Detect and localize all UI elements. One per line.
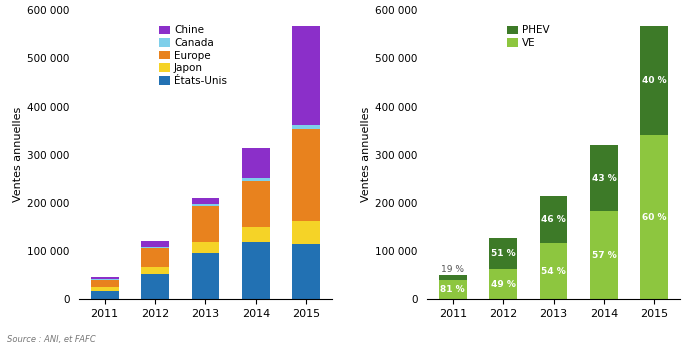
Bar (590, 212, 618, 299)
Bar (242, 181, 270, 227)
Bar (242, 148, 270, 179)
Text: 46 %: 46 % (541, 215, 566, 224)
Y-axis label: Ventes annuelles: Ventes annuelles (361, 107, 371, 202)
Text: 40 %: 40 % (642, 76, 667, 85)
Text: 54 %: 54 % (541, 267, 566, 276)
Bar (192, 252, 219, 299)
Bar (192, 198, 219, 204)
Bar (640, 26, 668, 135)
Bar (489, 269, 517, 299)
Bar (293, 244, 320, 299)
Text: 49 %: 49 % (491, 280, 515, 289)
Bar (293, 129, 320, 221)
Text: 51 %: 51 % (491, 249, 515, 258)
Text: 43 %: 43 % (591, 174, 616, 183)
Bar (141, 274, 169, 299)
Legend: Chine, Canada, Europe, Japon, États-Unis: Chine, Canada, Europe, Japon, États-Unis (155, 21, 231, 90)
Bar (141, 247, 169, 248)
Text: 19 %: 19 % (441, 265, 464, 274)
Bar (293, 221, 320, 244)
Text: 57 %: 57 % (591, 251, 616, 260)
Bar (91, 287, 119, 291)
Bar (540, 243, 567, 299)
Text: 60 %: 60 % (642, 213, 667, 222)
Text: Source : ANI, et FAFC: Source : ANI, et FAFC (7, 335, 96, 344)
Text: 81 %: 81 % (440, 285, 465, 294)
Bar (141, 241, 169, 247)
Bar (242, 243, 270, 299)
Bar (192, 242, 219, 252)
Bar (91, 277, 119, 279)
Bar (141, 248, 169, 268)
Bar (439, 275, 466, 280)
Bar (192, 206, 219, 242)
Bar (540, 196, 567, 243)
Bar (91, 280, 119, 287)
Bar (293, 26, 320, 126)
Bar (91, 279, 119, 280)
Bar (489, 238, 517, 269)
Bar (192, 204, 219, 206)
Bar (640, 135, 668, 299)
Bar (439, 280, 466, 299)
Bar (293, 126, 320, 129)
Y-axis label: Ventes annuelles: Ventes annuelles (13, 107, 23, 202)
Bar (242, 227, 270, 243)
Bar (91, 291, 119, 299)
Bar (590, 145, 618, 212)
Bar (141, 268, 169, 274)
Legend: PHEV, VE: PHEV, VE (503, 21, 554, 52)
Bar (242, 179, 270, 181)
